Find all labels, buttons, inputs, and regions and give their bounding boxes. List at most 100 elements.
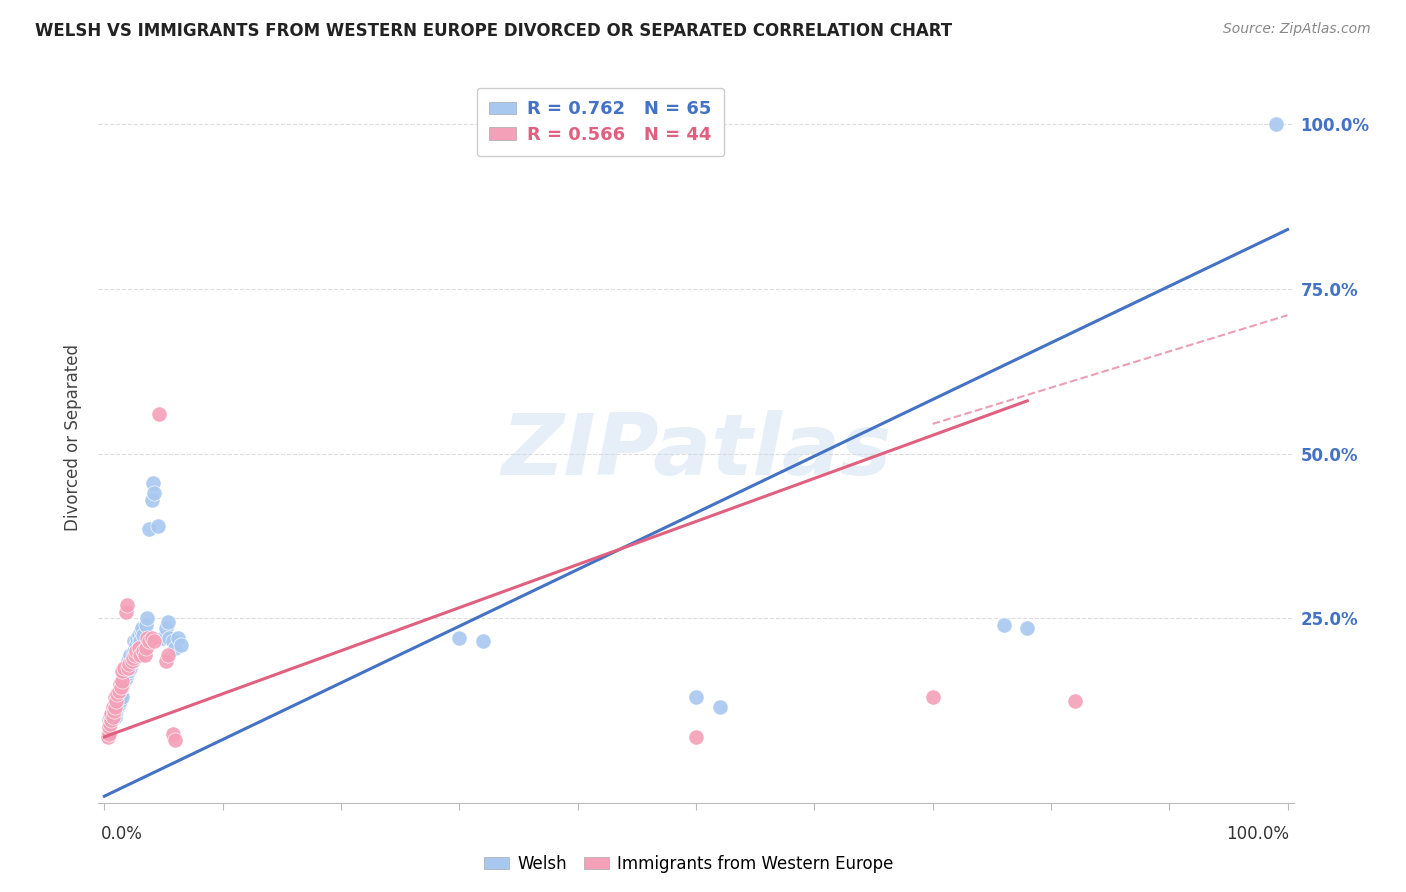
Point: [128, 640, 150, 655]
Point: [135, 618, 157, 632]
Point: [134, 648, 156, 662]
Point: [148, 407, 170, 421]
Point: [117, 664, 139, 678]
Point: [100, 706, 122, 721]
Point: [105, 693, 128, 707]
Point: [162, 634, 184, 648]
Point: [132, 628, 155, 642]
Point: [105, 697, 128, 711]
Text: 0.0%: 0.0%: [101, 825, 143, 843]
Point: [131, 621, 153, 635]
Point: [105, 693, 128, 707]
Point: [115, 667, 138, 681]
Point: [114, 671, 136, 685]
Point: [108, 683, 131, 698]
Point: [138, 522, 160, 536]
Point: [472, 634, 495, 648]
Point: [114, 661, 136, 675]
Point: [100, 714, 122, 728]
Point: [111, 673, 134, 688]
Point: [98, 716, 121, 731]
Point: [101, 710, 124, 724]
Point: [114, 664, 136, 678]
Point: [104, 710, 127, 724]
Y-axis label: Divorced or Separated: Divorced or Separated: [65, 343, 83, 531]
Point: [170, 638, 193, 652]
Point: [111, 664, 134, 678]
Point: [157, 631, 180, 645]
Point: [128, 648, 150, 662]
Point: [100, 706, 122, 721]
Point: [136, 631, 159, 645]
Point: [107, 683, 129, 698]
Point: [121, 650, 143, 665]
Point: [1063, 693, 1085, 707]
Point: [98, 720, 121, 734]
Point: [685, 690, 707, 705]
Point: [117, 654, 139, 668]
Point: [101, 700, 124, 714]
Point: [1264, 117, 1286, 131]
Point: [142, 476, 165, 491]
Point: [118, 657, 141, 672]
Point: [121, 654, 143, 668]
Point: [157, 648, 180, 662]
Point: [103, 700, 125, 714]
Point: [117, 661, 139, 675]
Point: [114, 605, 136, 619]
Point: [166, 631, 188, 645]
Point: [111, 690, 134, 705]
Point: [98, 710, 121, 724]
Point: [103, 704, 125, 718]
Point: [146, 519, 169, 533]
Point: [121, 654, 143, 668]
Point: [115, 598, 138, 612]
Point: [97, 726, 120, 740]
Point: [97, 730, 120, 744]
Point: [125, 638, 148, 652]
Legend: Welsh, Immigrants from Western Europe: Welsh, Immigrants from Western Europe: [478, 848, 900, 880]
Point: [107, 697, 129, 711]
Point: [101, 710, 124, 724]
Point: [103, 706, 125, 721]
Point: [165, 733, 187, 747]
Point: [120, 661, 142, 675]
Point: [921, 690, 943, 705]
Point: [155, 654, 177, 668]
Point: [132, 644, 155, 658]
Point: [122, 644, 145, 658]
Point: [104, 690, 127, 705]
Point: [108, 693, 131, 707]
Text: WELSH VS IMMIGRANTS FROM WESTERN EUROPE DIVORCED OR SEPARATED CORRELATION CHART: WELSH VS IMMIGRANTS FROM WESTERN EUROPE …: [35, 22, 952, 40]
Point: [107, 690, 129, 705]
Point: [449, 631, 471, 645]
Text: Source: ZipAtlas.com: Source: ZipAtlas.com: [1223, 22, 1371, 37]
Point: [128, 628, 150, 642]
Point: [98, 720, 121, 734]
Point: [157, 615, 180, 629]
Point: [104, 700, 127, 714]
Point: [165, 640, 187, 655]
Point: [110, 681, 132, 695]
Point: [105, 700, 128, 714]
Text: 100.0%: 100.0%: [1226, 825, 1289, 843]
Point: [136, 611, 159, 625]
Point: [105, 704, 128, 718]
Point: [135, 640, 157, 655]
Point: [105, 687, 128, 701]
Point: [141, 492, 163, 507]
Point: [120, 648, 142, 662]
Point: [110, 687, 132, 701]
Point: [111, 681, 134, 695]
Point: [124, 648, 146, 662]
Point: [1017, 621, 1039, 635]
Point: [98, 714, 121, 728]
Point: [143, 634, 166, 648]
Legend: R = 0.762   N = 65, R = 0.566   N = 44: R = 0.762 N = 65, R = 0.566 N = 44: [477, 87, 724, 156]
Point: [138, 634, 160, 648]
Text: ZIPatlas: ZIPatlas: [501, 410, 891, 493]
Point: [162, 726, 184, 740]
Point: [104, 700, 127, 714]
Point: [993, 618, 1015, 632]
Point: [125, 644, 148, 658]
